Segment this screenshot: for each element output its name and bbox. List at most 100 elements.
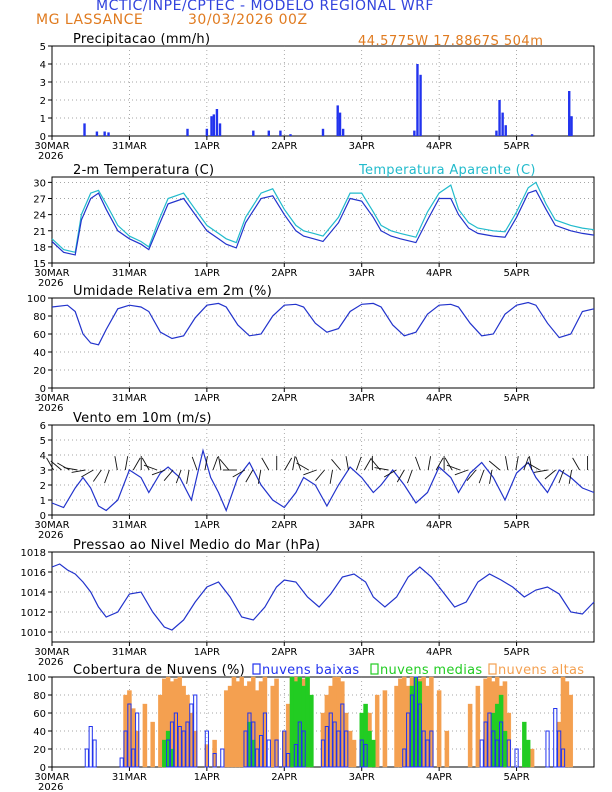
xtick-label-3-0: 30MAR (34, 520, 69, 531)
cloud-bar-2-34 (328, 712, 333, 768)
xtick-label-1-1: 31MAR (112, 268, 147, 279)
ytick-label-3-3: 3 (40, 466, 46, 477)
cloud-bar-1-9 (305, 676, 310, 768)
precip-bar-23 (501, 112, 504, 136)
wind-vector-56 (488, 460, 501, 471)
cloud-bar-2-27 (282, 730, 287, 768)
wind-vector-21 (218, 456, 222, 471)
cloud-bar-2-12 (181, 730, 186, 768)
wind-vector-55 (489, 469, 493, 484)
cloud-bar-2-9 (169, 721, 175, 768)
wind-vector-42 (374, 467, 389, 471)
cloud-bar-2-16 (204, 730, 209, 768)
cloud-bar-0-76 (568, 694, 574, 768)
precip-bar-11 (267, 130, 270, 136)
ytick-label-0-5: 5 (40, 42, 46, 53)
wind-vector-0 (46, 457, 54, 471)
year-label-2: 2026 (38, 403, 63, 414)
xtick-label-2-1: 31MAR (112, 393, 147, 404)
cloud-bar-2-47 (425, 739, 430, 768)
ytick-label-1-5: 30 (33, 178, 46, 189)
precip-bar-22 (498, 100, 501, 136)
xtick-label-4-2: 1APR (194, 647, 220, 658)
cloud-bar-0-29 (270, 685, 275, 768)
wind-vector-38 (356, 456, 362, 471)
cloud-bar-2-35 (332, 721, 337, 768)
wind-vector-29 (284, 457, 293, 471)
cloud-bar-0-63 (467, 703, 473, 768)
wind-vector-36 (331, 458, 341, 471)
ytick-label-5-4: 80 (33, 691, 46, 702)
xtick-label-3-6: 5APR (503, 520, 529, 531)
cloud-bar-0-22 (239, 676, 244, 768)
wind-vector-32 (296, 462, 309, 471)
cloud-bar-0-72 (529, 748, 535, 768)
legend-label-2: nuvens altas (498, 663, 584, 678)
ytick-label-5-0: 0 (40, 763, 46, 774)
year-label-0: 2026 (38, 151, 63, 162)
ytick-label-3-0: 0 (40, 511, 46, 522)
cloud-bar-2-37 (340, 703, 345, 768)
cloud-bar-1-13 (367, 730, 372, 768)
xtick-label-0-4: 3APR (349, 141, 375, 152)
cloud-bar-2-8 (166, 739, 171, 768)
wind-vector-51 (446, 464, 461, 471)
series-line-4-0 (51, 563, 595, 631)
cloud-bar-0-61 (436, 690, 442, 768)
xtick-label-1-6: 5APR (503, 268, 529, 279)
wind-vector-4 (71, 469, 86, 473)
ytick-label-0-0: 0 (40, 132, 46, 143)
ytick-label-4-1: 1012 (21, 608, 46, 619)
xtick-label-0-6: 5APR (503, 141, 529, 152)
precip-bar-14 (321, 128, 325, 136)
cloud-bar-0-19 (227, 685, 233, 768)
wind-vector-58 (515, 456, 519, 471)
cloud-bar-0-6 (158, 694, 163, 768)
wind-vector-7 (104, 469, 110, 484)
wind-vector-52 (454, 469, 469, 476)
wind-vector-20 (212, 456, 219, 471)
cloud-bar-0-62 (444, 730, 450, 768)
cloud-bar-2-29 (293, 744, 298, 768)
xtick-label-3-3: 2APR (271, 520, 297, 531)
cloud-bar-2-0 (84, 748, 89, 768)
cloud-bar-2-42 (406, 712, 411, 768)
cloud-bar-2-57 (545, 730, 550, 768)
cloud-bar-2-5 (127, 703, 132, 768)
wind-vector-12 (141, 457, 150, 471)
wind-vector-26 (257, 469, 262, 484)
xtick-label-5-0: 30MAR (34, 772, 69, 783)
cloud-bar-2-23 (258, 735, 264, 768)
cloud-bar-0-5 (150, 721, 155, 768)
precip-bar-15 (336, 105, 339, 136)
wind-vector-47 (427, 456, 432, 471)
xtick-label-5-4: 3APR (349, 772, 375, 783)
cloud-bar-2-2 (92, 739, 97, 768)
ytick-label-3-1: 1 (40, 496, 46, 507)
wind-vector-16 (175, 469, 182, 484)
year-label-4: 2026 (38, 657, 63, 668)
wind-vector-2 (57, 462, 70, 471)
precip-bar-27 (570, 116, 573, 136)
cloud-bar-2-58 (553, 708, 558, 768)
xtick-label-5-1: 31MAR (112, 772, 147, 783)
precip-bar-26 (568, 91, 571, 136)
ytick-label-4-2: 1014 (21, 588, 46, 599)
xtick-label-1-0: 30MAR (34, 268, 69, 279)
cloud-bar-2-3 (119, 757, 124, 768)
wind-vector-63 (544, 469, 556, 480)
legend-swatch-0 (252, 663, 261, 675)
ytick-label-1-0: 15 (33, 259, 46, 270)
cloud-bar-0-49 (374, 694, 380, 768)
ytick-label-2-3: 60 (33, 330, 46, 341)
panel-title-2: Umidade Relativa em 2m (%) (73, 284, 272, 299)
wind-vector-45 (407, 469, 413, 484)
cloud-bar-2-38 (344, 730, 349, 768)
xtick-label-4-3: 2APR (271, 647, 297, 658)
ytick-label-3-2: 2 (40, 481, 46, 492)
xtick-label-3-4: 3APR (349, 520, 375, 531)
ytick-label-2-5: 100 (27, 294, 46, 305)
cloud-bar-0-18 (223, 690, 229, 768)
cloud-bar-2-53 (495, 739, 500, 768)
